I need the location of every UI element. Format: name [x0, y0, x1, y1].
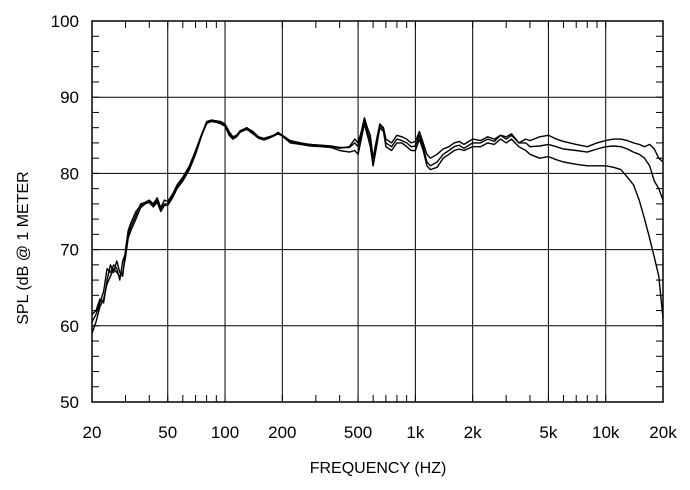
y-tick-label: 100 [51, 12, 79, 31]
x-tick-label: 50 [158, 423, 177, 442]
grid [91, 20, 664, 403]
tick-marks [91, 20, 664, 403]
x-tick-label: 20 [83, 423, 102, 442]
x-tick-label: 2k [464, 423, 482, 442]
x-axis-label: FREQUENCY (HZ) [310, 460, 447, 477]
x-tick-label: 100 [211, 423, 239, 442]
y-tick-label: 70 [60, 241, 79, 260]
y-tick-label: 50 [60, 393, 79, 412]
plot-frame [91, 20, 664, 403]
x-tick-label: 5k [539, 423, 557, 442]
series-line-2 [91, 119, 664, 315]
x-tick-label: 1k [406, 423, 424, 442]
x-tick-label: 10k [592, 423, 620, 442]
y-tick-label: 80 [60, 164, 79, 183]
x-tick-label: 200 [268, 423, 296, 442]
series-line-1 [91, 117, 664, 323]
y-tick-labels: 50 60 70 80 90 100 [51, 12, 79, 412]
y-axis-label: SPL (dB @ 1 METER [15, 171, 32, 324]
y-tick-label: 90 [60, 88, 79, 107]
series-line-3 [91, 120, 664, 334]
x-tick-label: 500 [344, 423, 372, 442]
x-tick-label: 20k [649, 423, 677, 442]
series-group [91, 117, 664, 334]
y-tick-label: 60 [60, 317, 79, 336]
x-tick-labels: 20 50 100 200 500 1k 2k 5k 10k 20k [83, 423, 678, 442]
